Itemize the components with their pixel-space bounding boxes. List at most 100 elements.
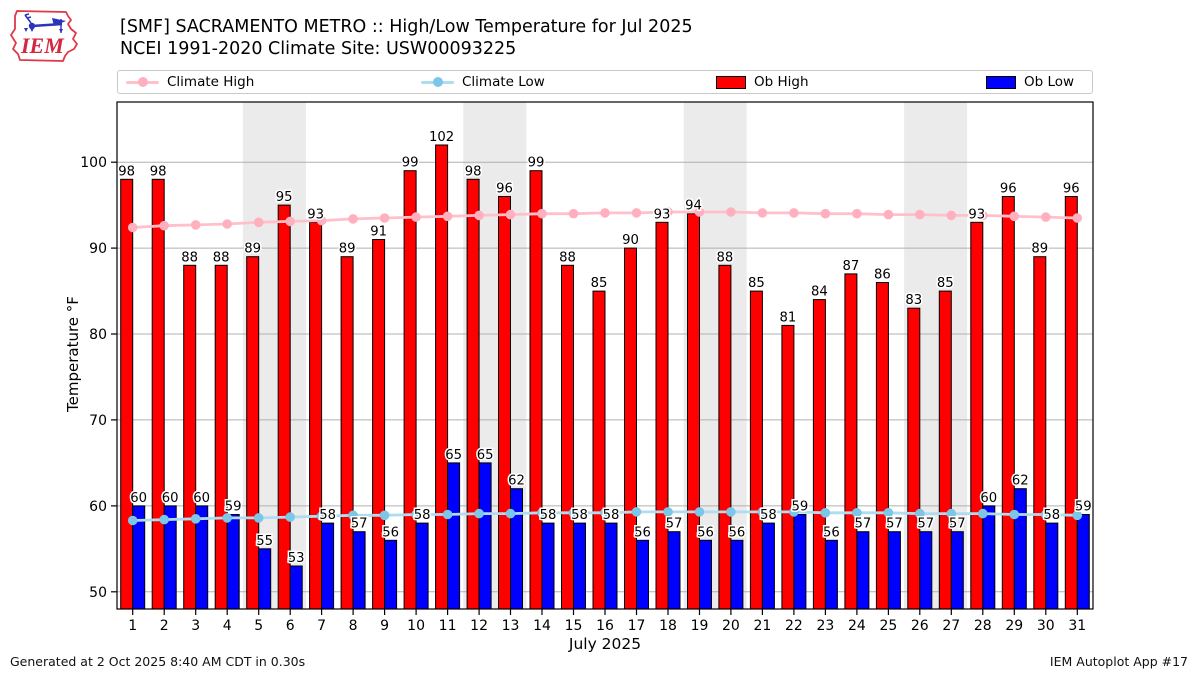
climate-high-line-marker xyxy=(253,217,264,228)
bar-value-label: 59 xyxy=(225,500,242,515)
bar-value-label: 99 xyxy=(528,156,545,171)
x-tick-label: 10 xyxy=(407,618,425,634)
bar-value-label: 94 xyxy=(685,199,702,214)
y-axis: 50 60 70 80 90 100 xyxy=(80,155,117,601)
bar-value-label: 57 xyxy=(917,517,934,532)
ob-low-bar xyxy=(919,531,933,610)
iem-logo: IEM xyxy=(10,10,78,62)
climate-high-line xyxy=(127,207,1083,233)
bar-value-label: 88 xyxy=(559,250,576,265)
x-tick-label: 22 xyxy=(785,618,803,634)
logo-text: IEM xyxy=(20,33,65,58)
ob-high-bar xyxy=(907,307,921,610)
climate-high-line-marker xyxy=(222,219,232,229)
ob-high-bar xyxy=(624,247,637,610)
chart-title: [SMF] SACRAMENTO METRO :: High/Low Tempe… xyxy=(120,17,693,37)
bar-value-label: 58 xyxy=(760,508,777,523)
climate-high-line-swatch xyxy=(126,77,159,87)
x-tick-label: 14 xyxy=(533,618,551,634)
ob-high-bar xyxy=(592,290,606,610)
climate-high-line-marker xyxy=(127,222,138,233)
legend-label: Climate High xyxy=(167,74,255,90)
bar-value-label: 56 xyxy=(382,525,399,540)
ob-high-bar xyxy=(749,290,763,610)
ob-low-bar xyxy=(478,462,492,610)
bar-value-label: 58 xyxy=(571,508,588,523)
legend-entry-ob-low: Ob Low xyxy=(986,71,1074,93)
x-tick-label: 12 xyxy=(470,618,488,634)
climate-high-line-marker xyxy=(190,220,201,230)
bar-value-label: 57 xyxy=(666,517,683,532)
climate-high-line-marker xyxy=(820,208,831,219)
bar-value-label: 57 xyxy=(855,517,872,532)
ob-high-bar xyxy=(561,264,574,610)
bar-value-label: 90 xyxy=(622,233,639,248)
climate-high-line-marker xyxy=(348,214,358,224)
x-tick-label: 7 xyxy=(317,618,326,634)
climate-low-line-marker xyxy=(789,507,799,517)
ob-high-bar xyxy=(1001,196,1015,610)
ob-low-bar xyxy=(824,539,838,610)
ob-high-bar xyxy=(183,264,197,610)
bar-value-label: 56 xyxy=(634,525,651,540)
ob-high-bar xyxy=(246,256,260,610)
bar-value-label: 57 xyxy=(949,517,966,532)
bar-value-labels: 98 98 88 88 89 95 93 89 91 99 102 98 96 99 88 85 90 93 94 8… xyxy=(117,129,1093,568)
bar-value-label: 60 xyxy=(162,491,179,506)
ob-high-bar xyxy=(277,204,291,610)
ob-low-bar xyxy=(541,522,555,610)
climate-high-line-marker xyxy=(978,210,988,221)
legend-entry-ob-high: Ob High xyxy=(716,71,809,93)
climate-high-line-marker xyxy=(600,208,610,218)
chart-legend: Climate High Climate Low Ob High Ob Low xyxy=(117,70,1093,94)
ob-high-bar xyxy=(718,264,732,610)
x-tick-label: 11 xyxy=(439,618,457,634)
ob-high-bar xyxy=(875,282,889,610)
bar-value-label: 86 xyxy=(874,268,891,283)
climate-high-line-marker xyxy=(379,213,390,223)
bar-value-label: 93 xyxy=(968,207,985,222)
y-tick-label: 90 xyxy=(89,241,107,257)
climate-low-line-marker xyxy=(915,508,925,519)
ob-low-bar xyxy=(699,539,712,610)
climate-low-line-marker xyxy=(379,510,390,521)
ob-high-bar xyxy=(812,299,826,610)
bar-value-label: 84 xyxy=(811,285,828,300)
climate-high-line-marker xyxy=(883,209,894,220)
x-tick-label: 3 xyxy=(191,618,200,634)
climate-low-line-marker xyxy=(946,508,957,519)
bar-value-label: 56 xyxy=(697,525,714,540)
bar-value-label: 83 xyxy=(905,293,922,308)
ob-low-bar xyxy=(1045,522,1059,610)
ob-low-bar xyxy=(887,531,901,610)
climate-low-line-marker xyxy=(883,508,894,518)
x-tick-label: 13 xyxy=(502,618,520,634)
ob-high-bar xyxy=(372,239,386,610)
bar-value-label: 98 xyxy=(150,164,167,179)
x-tick-label: 26 xyxy=(911,618,929,634)
bar-value-label: 93 xyxy=(307,207,324,222)
x-tick-label: 4 xyxy=(223,618,232,634)
ob-high-bar xyxy=(781,324,795,610)
x-tick-label: 1 xyxy=(128,618,137,634)
climate-high-line-marker xyxy=(757,208,768,218)
climate-low-line-marker xyxy=(537,508,547,518)
climate-low-line-marker xyxy=(442,509,453,520)
ob-low-bar xyxy=(730,539,744,610)
x-tick-label: 23 xyxy=(816,618,834,634)
ob-low-bar xyxy=(636,539,649,610)
x-tick-label: 18 xyxy=(659,618,677,634)
legend-label: Ob High xyxy=(754,74,809,90)
climate-high-line-marker xyxy=(159,220,169,231)
ob-low-bar xyxy=(1013,488,1027,610)
climate-low-line-marker xyxy=(159,514,169,525)
ob-high-bar xyxy=(1033,256,1047,610)
bar-value-label: 58 xyxy=(540,508,557,523)
ob-low-swatch xyxy=(986,75,1016,89)
bar-value-label: 65 xyxy=(445,448,462,463)
ob-low-bar xyxy=(510,488,523,610)
bar-value-label: 60 xyxy=(193,491,210,506)
bar-value-label: 102 xyxy=(429,130,454,145)
climate-low-line-marker xyxy=(411,509,421,520)
